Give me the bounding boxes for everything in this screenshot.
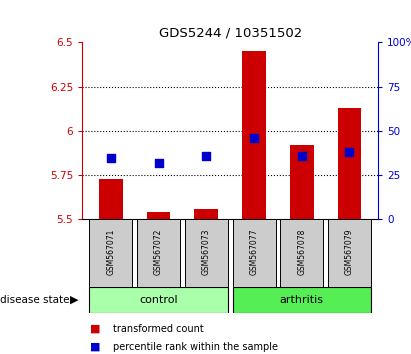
Bar bbox=[233, 287, 371, 313]
Text: GSM567071: GSM567071 bbox=[106, 229, 115, 275]
Text: GSM567073: GSM567073 bbox=[202, 229, 211, 275]
Bar bbox=[290, 145, 314, 219]
Bar bbox=[194, 209, 218, 219]
Bar bbox=[185, 219, 228, 287]
Text: control: control bbox=[139, 295, 178, 305]
Bar bbox=[328, 219, 371, 287]
Text: transformed count: transformed count bbox=[113, 324, 204, 333]
Bar bbox=[233, 219, 275, 287]
Bar bbox=[147, 212, 171, 219]
Bar bbox=[137, 219, 180, 287]
Bar bbox=[280, 219, 323, 287]
Text: GSM567072: GSM567072 bbox=[154, 229, 163, 275]
Text: disease state: disease state bbox=[0, 295, 73, 305]
Title: GDS5244 / 10351502: GDS5244 / 10351502 bbox=[159, 27, 302, 40]
Text: ■: ■ bbox=[90, 324, 101, 333]
Point bbox=[203, 153, 210, 159]
Bar bbox=[242, 51, 266, 219]
Point bbox=[346, 149, 353, 155]
Text: ■: ■ bbox=[90, 342, 101, 352]
Text: GSM567078: GSM567078 bbox=[297, 229, 306, 275]
Bar bbox=[89, 219, 132, 287]
Point bbox=[155, 160, 162, 166]
Text: ▶: ▶ bbox=[69, 295, 78, 305]
Bar bbox=[99, 179, 123, 219]
Text: GSM567077: GSM567077 bbox=[249, 229, 259, 275]
Text: percentile rank within the sample: percentile rank within the sample bbox=[113, 342, 278, 352]
Point bbox=[251, 135, 257, 141]
Point bbox=[298, 153, 305, 159]
Point bbox=[108, 155, 114, 160]
Text: GSM567079: GSM567079 bbox=[345, 229, 354, 275]
Text: arthritis: arthritis bbox=[280, 295, 324, 305]
Bar bbox=[337, 108, 361, 219]
Bar bbox=[89, 287, 228, 313]
